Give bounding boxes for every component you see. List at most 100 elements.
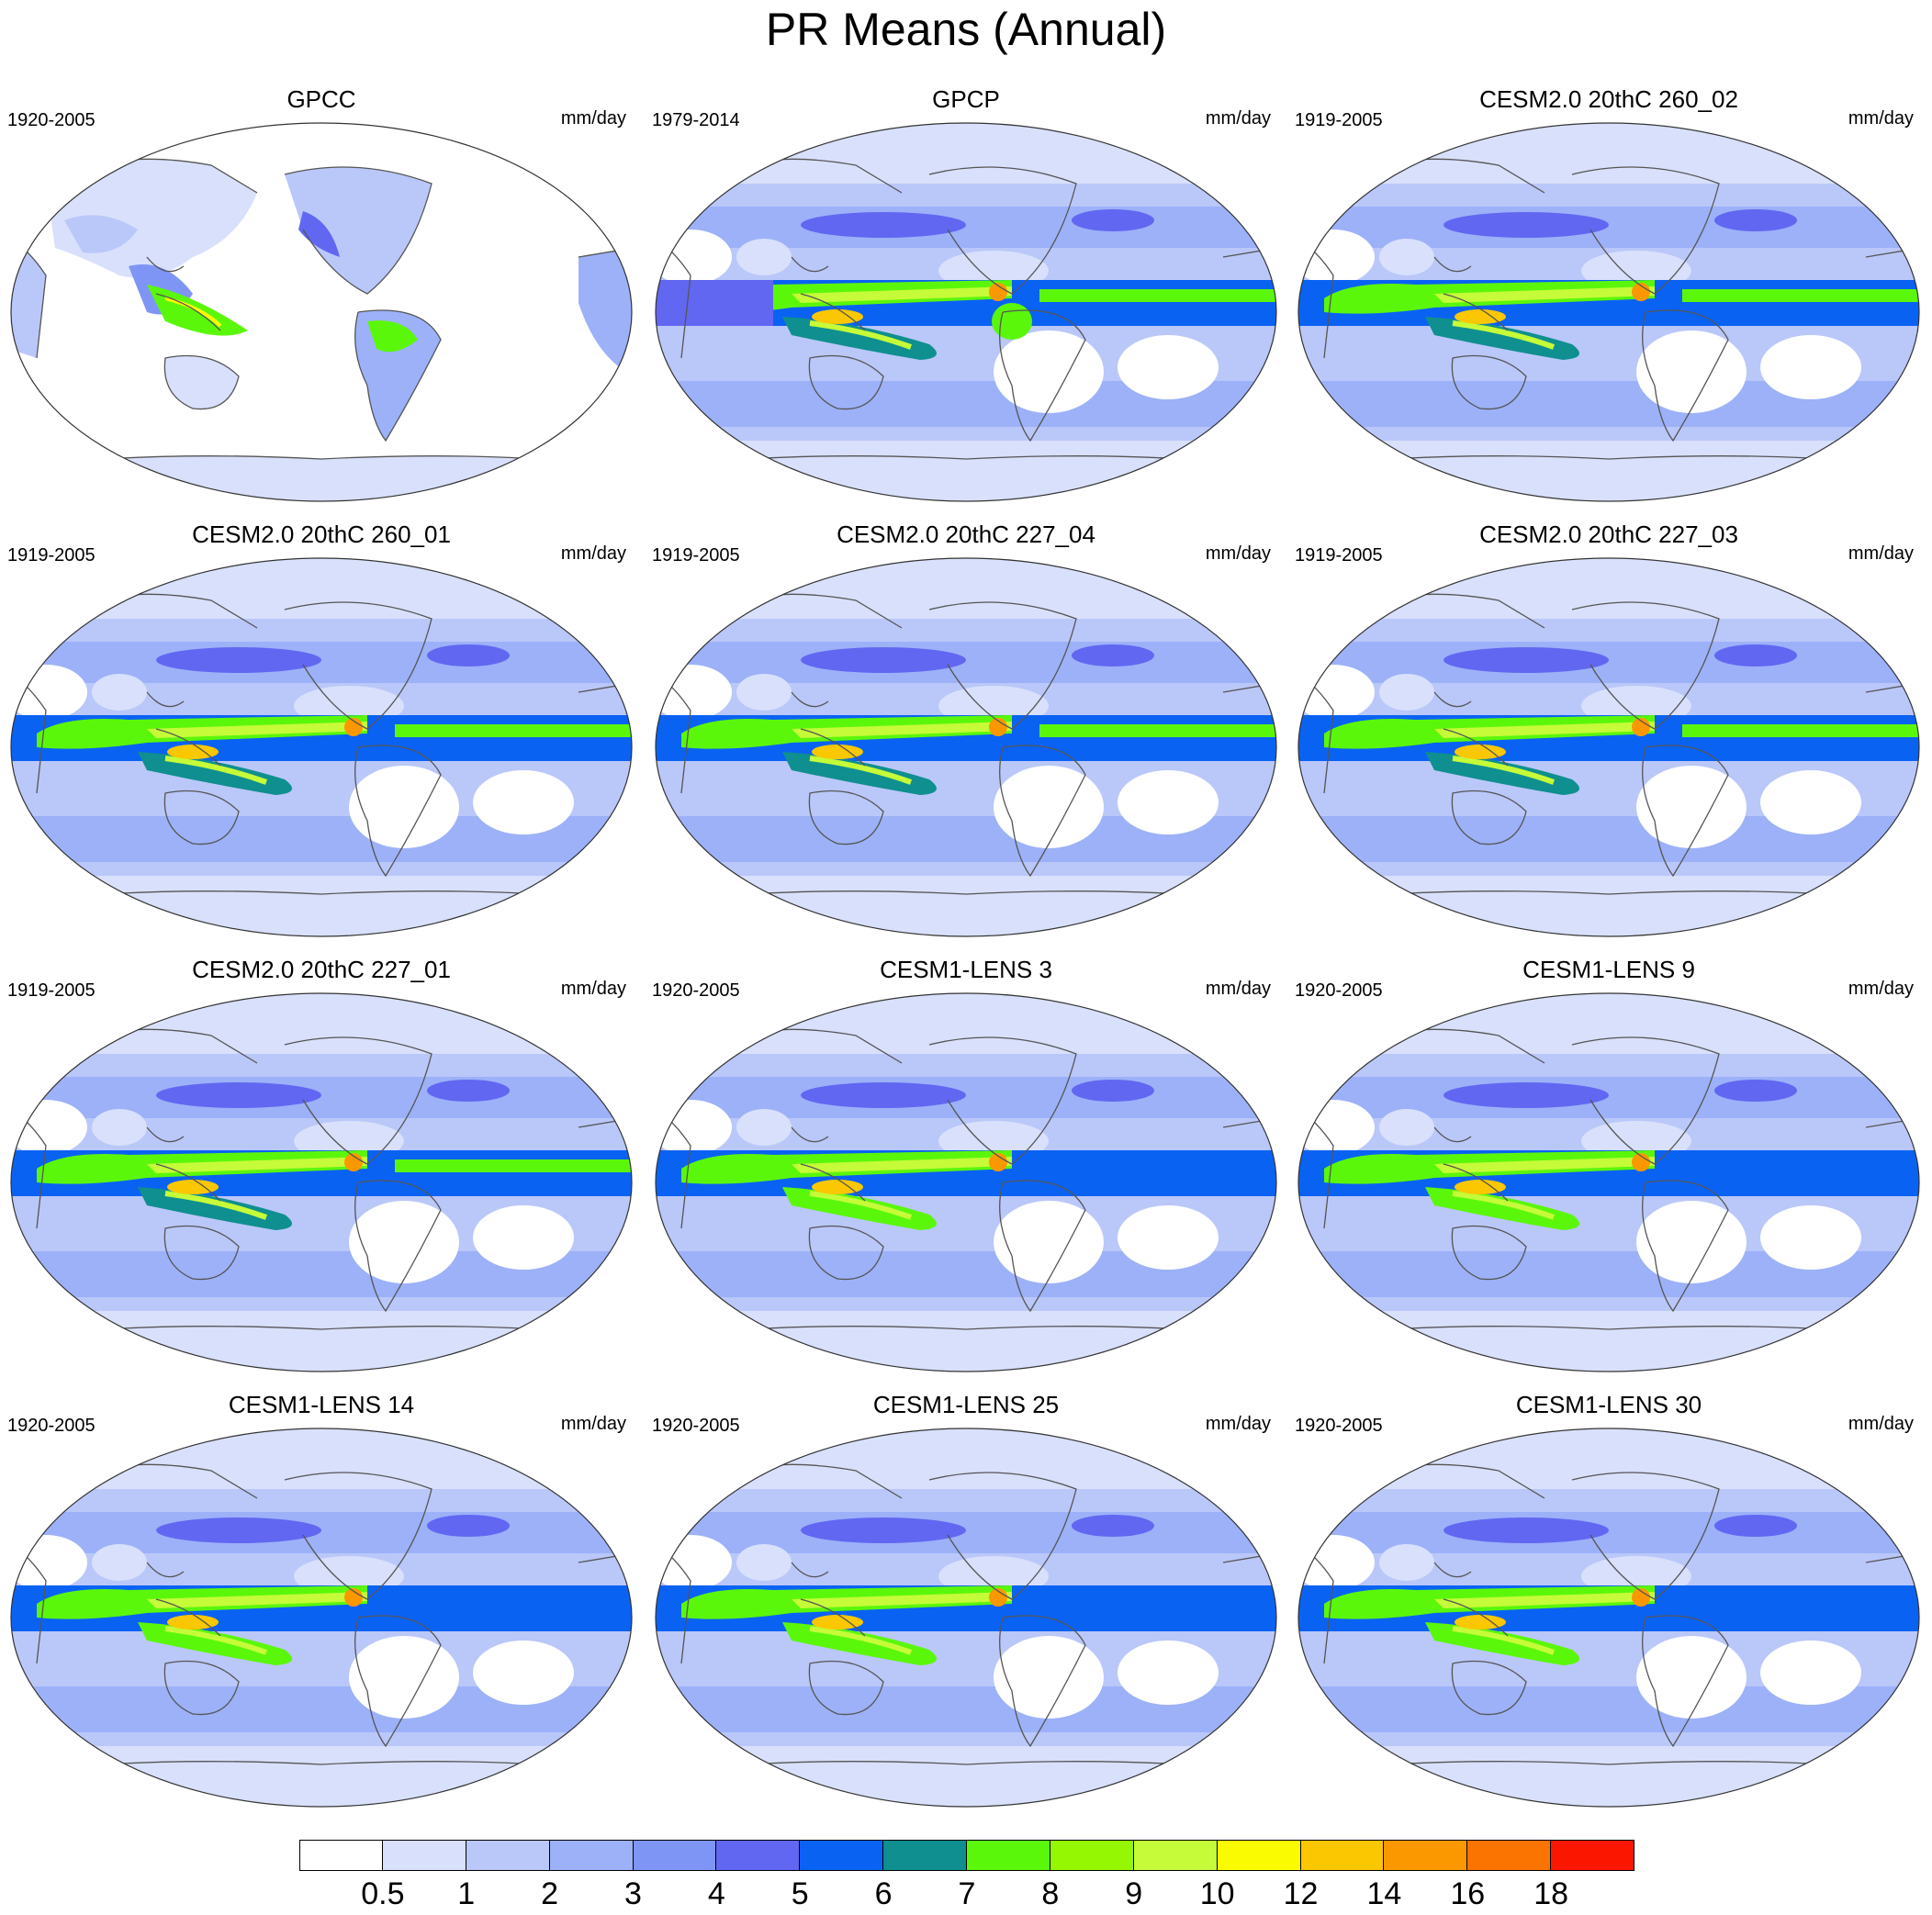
polar-north [1298,558,1919,619]
coast-north-america [1571,1036,1720,1165]
panel-units: mm/day [1848,108,1914,129]
spcz-core [164,1191,268,1220]
panama-peak [1632,1588,1650,1607]
polar-south [1298,441,1919,501]
polar-south [1298,876,1919,936]
panel-units: mm/day [1848,543,1914,564]
panel-title: CESM1-LENS 30 [1515,1391,1702,1418]
colorbar-swatch [382,1840,466,1871]
atlantic-itcz [1682,1595,1919,1607]
panel-period: 1919-2005 [7,545,95,566]
coast-australia [1451,1660,1527,1716]
map-panel: CESM1-LENS 3 1920-2005 mm/day [645,955,1287,1386]
panel-title: CESM1-LENS 9 [1522,956,1695,983]
dry-arabia [1379,1109,1434,1146]
colorbar-swatch [1217,1840,1301,1871]
polar-south [11,1746,632,1807]
panel-title: CESM2.0 20thC 227_03 [1479,521,1738,548]
dry-se-pacific [1636,330,1747,413]
panama-peak [989,1153,1007,1171]
colorbar-label: 1 [457,1876,476,1911]
dry-south-atlantic [1118,335,1219,399]
land-africa [578,248,632,376]
coast-north-america [928,1036,1077,1165]
panama-peak [989,718,1007,736]
dry-arabia [736,1544,792,1581]
precip-map [655,1428,1277,1808]
precip-map [1297,557,1920,937]
polar-north [11,558,632,619]
coast-south-america [354,1180,442,1313]
panama-peak [1632,718,1650,736]
kuroshio-band [801,647,966,673]
map-border [1297,1428,1920,1808]
colorbar-swatch [466,1840,550,1871]
colorbar-label: 6 [874,1876,893,1911]
coast-south-america [354,309,442,442]
polar-south [656,1746,1276,1807]
dry-se-pacific [1636,1636,1747,1719]
land-maritime-peak [164,297,222,328]
map-border [1297,557,1920,937]
map-panel: CESM1-LENS 9 1920-2005 mm/day [1287,955,1930,1386]
precip-map [10,1428,633,1808]
colorbar-label: 10 [1199,1876,1235,1911]
polar-north [1298,123,1919,184]
colorbar-label: 0.5 [361,1876,405,1911]
map-border [1297,992,1920,1372]
spcz-core [164,1626,268,1655]
warm-pool-peak [1455,1615,1506,1629]
land-australia [164,355,239,409]
dry-se-pacific [994,330,1104,413]
itcz-core [1434,1592,1655,1608]
panel-title: CESM2.0 20thC 227_01 [192,956,451,983]
panel-period: 1920-2005 [7,110,95,130]
polar-north [1298,993,1919,1054]
colorbar-label: 5 [791,1876,809,1911]
dry-arabia [1379,239,1434,275]
panel-units: mm/day [560,1414,626,1434]
warm-pool-peak [167,1180,219,1194]
colorbar-frame [299,1840,1634,1871]
atlantic-itcz [1682,1159,1919,1172]
coast-australia [1451,790,1527,846]
panel-period: 1920-2005 [7,1416,95,1436]
colorbar-label: 7 [958,1876,976,1911]
precip-map [1297,122,1920,502]
panama-peak [989,283,1007,301]
dry-arabia [736,674,792,711]
kuroshio-band [1443,1517,1609,1543]
panel-units: mm/day [1205,108,1271,129]
panama-peak [989,1588,1007,1607]
land-amazon [367,320,418,353]
gulf-stream-band [1072,644,1154,666]
spcz-core [1452,756,1556,785]
coast-north-america [928,601,1077,730]
coast-south-america [1642,1180,1729,1313]
gulf-stream-band [427,644,510,666]
map-border [655,122,1277,502]
atlantic-itcz [395,724,632,737]
map-panel: GPCP 1979-2014 mm/day [645,84,1287,516]
polar-south [656,876,1276,936]
panel-title: CESM2.0 20thC 227_04 [837,521,1095,548]
colorbar-label: 14 [1366,1876,1402,1911]
polar-north [656,993,1276,1054]
atlantic-itcz [395,1595,632,1607]
atlantic-itcz [1039,724,1276,737]
panama-peak [344,1153,363,1171]
precip-map [10,557,633,937]
panel-title: CESM1-LENS 3 [880,956,1052,983]
polar-south [11,1311,632,1372]
dry-south-atlantic [473,770,574,834]
itcz-core [1434,1157,1655,1173]
panel-title: CESM2.0 20thC 260_01 [192,521,451,548]
itcz-core [792,722,1012,738]
panama-peak [1632,1153,1650,1171]
panel-title: GPCP [932,85,1000,113]
panel-units: mm/day [560,543,626,564]
kuroshio-band [156,647,321,673]
map-panel: CESM1-LENS 14 1920-2005 mm/day [0,1390,643,1821]
colorbar-label: 12 [1283,1876,1319,1911]
polar-north [11,1428,632,1489]
